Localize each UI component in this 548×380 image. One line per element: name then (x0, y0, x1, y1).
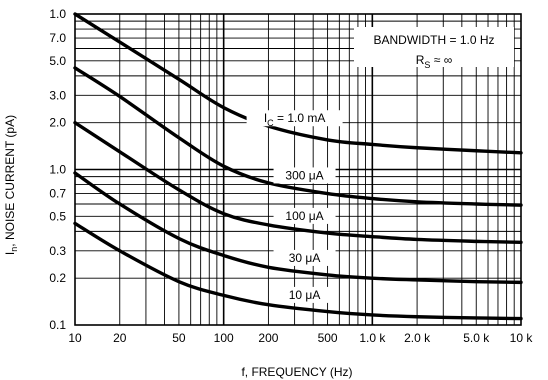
y-tick-label: 0.7 (49, 187, 66, 201)
series-curves (73, 12, 523, 321)
x-tick-label: 5.0 k (463, 331, 490, 345)
series-label-sub: C (267, 118, 274, 128)
y-tick-label: 0.2 (49, 271, 66, 285)
series-curve (73, 171, 523, 285)
x-axis-label: f, FREQUENCY (Hz) (241, 365, 352, 379)
plot-frame (74, 13, 522, 326)
y-tick-label: 2.0 (49, 116, 66, 130)
x-tick-labels: 10 20 50 100 200 500 1.0 k 2.0 k 5.0 k 10 k (68, 331, 533, 345)
series-label: 10 μA (289, 288, 321, 302)
x-tick-label: 1.0 k (359, 331, 386, 345)
series-label-main: 300 μA (285, 168, 323, 182)
series-curve (73, 120, 523, 245)
series-labels: IC = 1.0 mA 300 μA 100 μA 30 μA 10 μA (246, 110, 343, 303)
y-tick-label: 3.0 (49, 88, 66, 102)
y-tick-labels: 1.0 7.0 5.0 3.0 2.0 1.0 0.7 0.5 0.3 0.2 0.1 (49, 7, 66, 332)
series-label: 100 μA (285, 209, 323, 223)
series-label-background (246, 110, 343, 127)
series-curve (73, 221, 523, 321)
series-curve (73, 66, 523, 207)
annotation-background (354, 27, 514, 67)
y-tick-label: 5.0 (49, 54, 66, 68)
x-tick-label: 100 (214, 331, 234, 345)
annotation-line2: RS ≈ ∞ (416, 53, 453, 70)
y-axis-label-rest: , NOISE CURRENT (pA) (3, 115, 17, 247)
annotation-line1: BANDWIDTH = 1.0 Hz (373, 33, 494, 47)
y-tick-label: 0.5 (49, 209, 66, 223)
x-tick-label: 10 (68, 331, 82, 345)
series-label-main: I (264, 111, 267, 125)
annotation-rs-sub: S (424, 60, 430, 70)
y-tick-label: 0.1 (49, 318, 66, 332)
x-tick-label: 10 k (510, 331, 534, 345)
series-label-main: 10 μA (289, 288, 321, 302)
x-tick-label: 500 (318, 331, 338, 345)
y-tick-label: 7.0 (49, 31, 66, 45)
series-label-background (273, 207, 336, 224)
series-curve (73, 12, 523, 155)
series-label: 300 μA (285, 168, 323, 182)
y-axis-label: In, NOISE CURRENT (pA) (3, 115, 19, 255)
y-tick-label: 0.3 (49, 244, 66, 258)
annotation-rs-rest: ≈ ∞ (430, 53, 452, 67)
series-label-rest: = 1.0 mA (274, 111, 326, 125)
series-label: 30 μA (289, 251, 321, 265)
y-tick-label: 1.0 (49, 163, 66, 177)
series-label-background (273, 249, 336, 266)
y-tick-label: 1.0 (49, 7, 66, 21)
y-axis-label-main: I (3, 252, 17, 255)
x-tick-label: 2.0 k (404, 331, 431, 345)
y-axis-label-sub: n (9, 247, 19, 252)
x-tick-label: 50 (172, 331, 186, 345)
x-tick-label: 200 (258, 331, 278, 345)
bandwidth-annotation: BANDWIDTH = 1.0 Hz RS ≈ ∞ (354, 27, 514, 70)
series-label-background (273, 167, 336, 184)
series-label-main: 30 μA (289, 251, 321, 265)
annotation-rs-main: R (416, 53, 425, 67)
series-label: IC = 1.0 mA (264, 111, 326, 128)
series-label-main: 100 μA (285, 209, 323, 223)
x-tick-label: 20 (113, 331, 127, 345)
series-label-background (273, 286, 336, 303)
